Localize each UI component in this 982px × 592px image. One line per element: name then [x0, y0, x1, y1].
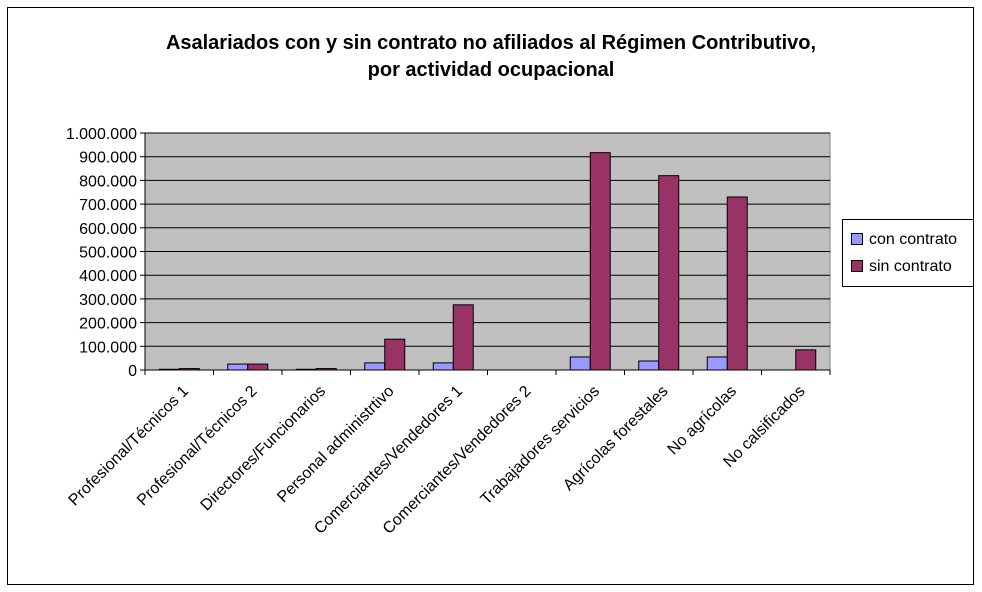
- x-category-label: Profesional/Técnicos 1: [66, 383, 193, 510]
- x-category-label: Directores/Funcionarios: [198, 383, 329, 514]
- bar-sin-contrato: [795, 349, 817, 371]
- y-tick-label: 500.000: [79, 245, 137, 262]
- y-tick-label: 200.000: [79, 316, 137, 333]
- legend-label-sin-contrato: sin contrato: [869, 258, 952, 275]
- x-category-label: Trabajadores servicios: [478, 383, 603, 508]
- bar-sin-contrato: [452, 304, 474, 371]
- bar-sin-contrato: [315, 368, 337, 371]
- legend-swatch-con-contrato: [851, 232, 863, 245]
- bar-sin-contrato: [726, 196, 748, 371]
- bar-sin-contrato: [589, 152, 611, 371]
- bar-con-contrato: [364, 362, 386, 371]
- chart-title-line-2: por actividad ocupacional: [367, 59, 615, 81]
- y-tick-label: 700.000: [79, 197, 137, 214]
- bar-sin-contrato: [178, 368, 200, 371]
- chart-title-line-1: Asalariados con y sin contrato no afilia…: [165, 32, 817, 54]
- y-tick-label: 800.000: [79, 173, 137, 190]
- x-category-label: Comerciantes/Vendedores 2: [380, 383, 535, 538]
- bar-sin-contrato: [247, 363, 269, 371]
- legend-label-con-contrato: con contrato: [869, 231, 958, 248]
- bar-con-contrato: [158, 368, 180, 371]
- bar-con-contrato: [569, 356, 591, 371]
- bar-con-contrato: [706, 356, 728, 371]
- y-tick-label: 300.000: [79, 292, 137, 309]
- y-tick-label: 100.000: [79, 339, 137, 356]
- x-category-label: Personal administrtivo: [274, 383, 397, 506]
- legend-swatch-sin-contrato: [851, 259, 863, 272]
- bar-con-contrato: [295, 368, 317, 371]
- legend: con contrato sin contrato: [842, 219, 974, 287]
- bar-con-contrato: [432, 362, 454, 371]
- bar-con-contrato: [638, 360, 660, 371]
- y-tick-label: 400.000: [79, 268, 137, 285]
- x-category-label: No agrícolas: [665, 383, 741, 459]
- x-category-label: Profesional/Técnicos 2: [134, 383, 261, 510]
- chart-title: Asalariados con y sin contrato no afilia…: [0, 30, 982, 84]
- legend-item-sin-contrato: sin contrato: [851, 257, 952, 277]
- legend-item-con-contrato: con contrato: [851, 230, 957, 250]
- bar-sin-contrato: [658, 175, 680, 371]
- y-tick-label: 600.000: [79, 221, 137, 238]
- y-tick-label: 0: [128, 363, 137, 380]
- bar-sin-contrato: [384, 338, 406, 371]
- y-tick-label: 900.000: [79, 150, 137, 167]
- bar-con-contrato: [227, 363, 249, 371]
- x-category-label: Comerciantes/Vendedores 1: [311, 383, 466, 538]
- y-tick-label: 1.000.000: [66, 126, 137, 143]
